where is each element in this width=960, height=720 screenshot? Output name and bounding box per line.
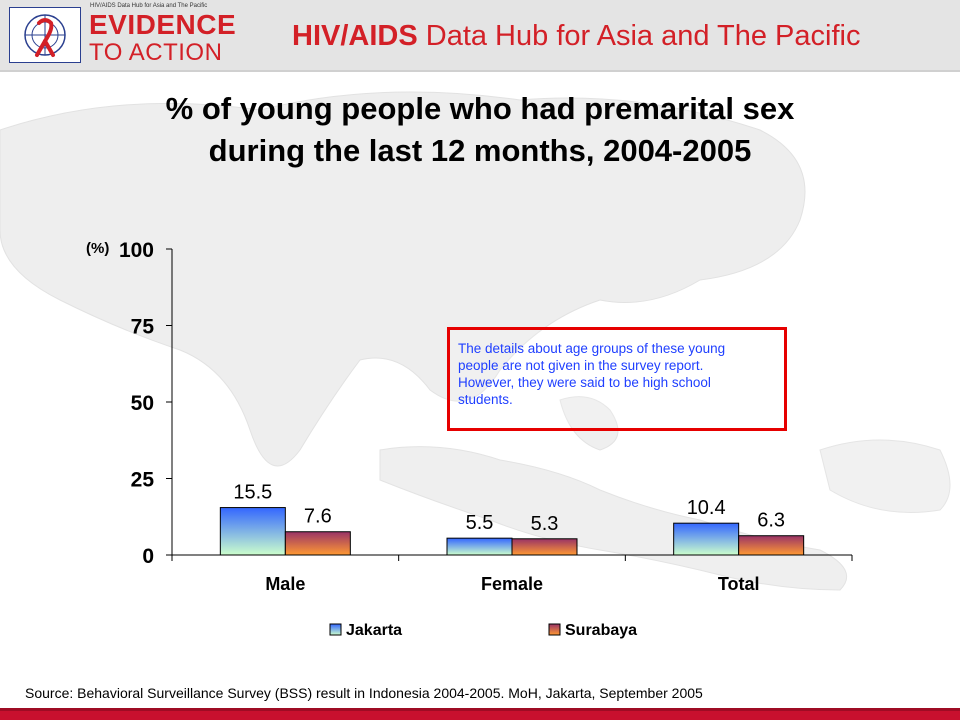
chart-bars (219, 507, 805, 556)
x-tick-label: Total (718, 574, 760, 594)
hub-title-rest: Data Hub for Asia and The Pacific (417, 20, 861, 52)
y-axis-label: (%) (86, 240, 109, 257)
hub-title-bold: HIV/AIDS (292, 20, 418, 52)
chart-legend: Jakarta Surabaya (329, 622, 637, 639)
data-label: 10.4 (687, 497, 726, 519)
note-line-2: people are not given in the survey repor… (458, 358, 704, 373)
legend-swatch-jakarta (329, 623, 342, 636)
data-label: 7.6 (304, 506, 332, 528)
x-tick-label: Female (481, 574, 543, 594)
bar-surabaya-total (738, 535, 805, 556)
bar-jakarta-female (446, 537, 513, 556)
logo-to-action-text: TO ACTION (89, 39, 223, 66)
legend-swatch-surabaya (548, 623, 561, 636)
data-label: 5.5 (466, 512, 494, 534)
chart-title: % of young people who had premarital sex… (40, 88, 920, 172)
un-emblem-icon (9, 7, 81, 63)
note-line-3: However, they were said to be high schoo… (458, 375, 711, 390)
y-tick-label: 0 (142, 545, 154, 568)
data-label: 5.3 (531, 513, 559, 535)
y-tick-label: 75 (131, 316, 155, 339)
hub-title: HIV/AIDS Data Hub for Asia and The Pacif… (292, 19, 860, 53)
bar-surabaya-male (284, 531, 351, 556)
logo-tagline: HIV/AIDS Data Hub for Asia and The Pacif… (90, 3, 208, 9)
chart-title-line-1: % of young people who had premarital sex (165, 91, 795, 126)
header-banner: HIV/AIDS Data Hub for Asia and The Pacif… (0, 0, 960, 72)
source-citation: Source: Behavioral Surveillance Survey (… (25, 685, 703, 701)
data-label: 15.5 (233, 482, 272, 504)
y-tick-label: 50 (131, 392, 154, 415)
bar-jakarta-male (219, 507, 286, 556)
legend-label-jakarta: Jakarta (346, 622, 402, 639)
y-tick-label: 25 (131, 469, 155, 492)
note-line-4: students. (458, 392, 513, 407)
chart-labels: Male 15.5 7.6 Female 5.5 5.3 Total 10.4 6.3 (233, 482, 785, 594)
chart-title-line-2: during the last 12 months, 2004-2005 (208, 133, 752, 168)
logo-evidence-text: EVIDENCE (89, 9, 237, 40)
data-label: 6.3 (757, 510, 785, 532)
bottom-bar (0, 708, 960, 720)
x-tick-label: Male (265, 574, 305, 594)
bar-surabaya-female (511, 538, 578, 556)
bottom-bar-stripe (0, 708, 960, 711)
note-box: The details about age groups of these yo… (447, 327, 787, 431)
y-tick-label: 100 (119, 239, 154, 262)
bar-jakarta-total (673, 522, 740, 556)
legend-label-surabaya: Surabaya (565, 622, 637, 639)
note-line-1: The details about age groups of these yo… (458, 341, 726, 356)
